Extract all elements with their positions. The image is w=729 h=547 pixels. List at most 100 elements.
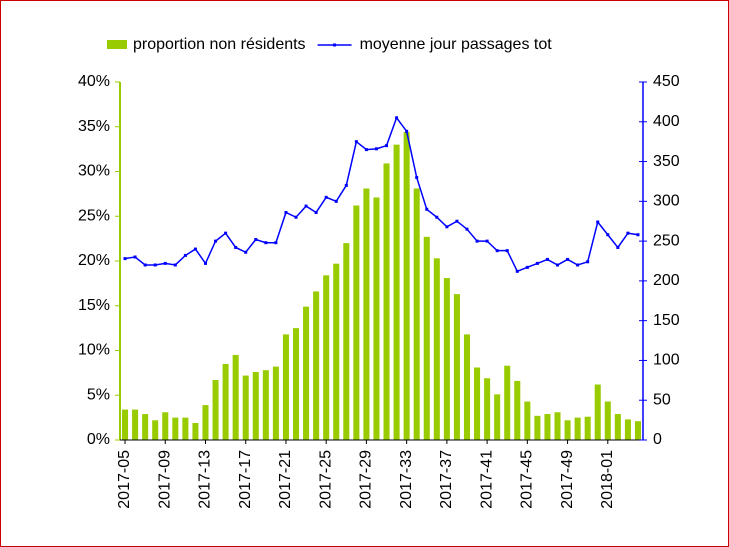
line-marker: [183, 253, 187, 257]
x-tick-label: 2017-49: [559, 450, 576, 509]
legend-label: moyenne jour passages tot: [360, 36, 553, 53]
line-marker: [415, 175, 419, 179]
x-tick-label: 2017-13: [197, 450, 214, 509]
bar: [182, 417, 189, 440]
line-marker: [405, 129, 409, 133]
line-marker: [535, 261, 539, 265]
bar: [594, 384, 601, 440]
line-marker: [193, 247, 197, 251]
legend-marker: [333, 43, 337, 47]
bar: [152, 420, 159, 440]
y2-tick-label: 0: [653, 431, 662, 448]
bar: [504, 365, 511, 440]
bar: [574, 417, 581, 440]
line-marker: [163, 261, 167, 265]
line-marker: [435, 215, 439, 219]
bar: [463, 334, 471, 440]
line-marker: [385, 144, 389, 148]
line-marker: [636, 233, 640, 237]
line-marker: [606, 233, 610, 237]
bar: [333, 263, 340, 440]
line: [124, 116, 639, 273]
line-marker: [445, 225, 449, 229]
line-marker: [224, 231, 228, 235]
line-marker: [173, 263, 177, 267]
legend-swatch: [107, 40, 127, 49]
bar: [474, 367, 481, 440]
y-tick-label: 5%: [87, 386, 110, 403]
bar: [282, 334, 289, 440]
line-marker: [214, 239, 218, 243]
bar: [423, 236, 430, 440]
bar: [614, 414, 621, 440]
bar: [162, 412, 169, 440]
line-marker: [274, 241, 278, 245]
line-marker: [234, 245, 238, 249]
y2-tick-label: 200: [653, 272, 680, 289]
bar: [604, 401, 611, 440]
bar: [544, 414, 551, 440]
bar: [433, 258, 440, 440]
line-marker: [374, 147, 378, 151]
line-marker: [505, 249, 509, 253]
bar: [634, 421, 641, 440]
line-marker: [626, 231, 630, 235]
bar: [453, 294, 460, 440]
bar: [272, 366, 279, 440]
x-tick-label: 2017-21: [277, 450, 294, 509]
bar: [624, 419, 631, 440]
y-tick-label: 25%: [78, 207, 110, 224]
bar: [514, 380, 521, 440]
y-tick-label: 40%: [78, 73, 110, 90]
line-marker: [334, 199, 338, 203]
line-marker: [455, 219, 459, 223]
y-tick-label: 35%: [78, 118, 110, 135]
line-marker: [465, 227, 469, 231]
line-marker: [596, 220, 600, 224]
line-marker: [566, 257, 570, 261]
line-marker: [495, 249, 499, 253]
bar: [584, 416, 591, 440]
y2-tick-label: 300: [653, 193, 680, 210]
line-marker: [576, 263, 580, 267]
x-tick-label: 2018-01: [599, 450, 616, 509]
line-marker: [425, 207, 429, 211]
bar: [443, 278, 450, 440]
y2-tick-label: 350: [653, 153, 680, 170]
bar: [313, 291, 320, 440]
y2-tick-label: 400: [653, 113, 680, 130]
line-marker: [545, 257, 549, 261]
x-tick-label: 2017-09: [156, 450, 173, 509]
line-marker: [284, 210, 288, 214]
line-marker: [133, 255, 137, 259]
bar: [212, 380, 219, 440]
y-tick-label: 10%: [78, 342, 110, 359]
bar: [343, 243, 350, 440]
y2-tick-label: 150: [653, 312, 680, 329]
x-tick-label: 2017-25: [317, 450, 334, 509]
x-tick-label: 2017-17: [237, 450, 254, 509]
line-marker: [324, 195, 328, 199]
bar: [383, 163, 390, 440]
bar: [132, 409, 139, 440]
x-tick-label: 2017-37: [438, 450, 455, 509]
line-marker: [123, 257, 127, 261]
x-tick-label: 2017-41: [478, 450, 495, 509]
bar: [262, 370, 269, 440]
y2-tick-label: 100: [653, 352, 680, 369]
bar: [534, 415, 541, 440]
y2-tick-label: 250: [653, 232, 680, 249]
bar: [554, 412, 561, 440]
bar: [353, 205, 360, 440]
line-marker: [515, 269, 519, 273]
bar: [242, 375, 249, 440]
bar: [413, 188, 420, 440]
line-marker: [244, 250, 248, 254]
bar: [122, 409, 129, 440]
bar: [524, 401, 531, 440]
x-tick-label: 2017-05: [116, 450, 133, 509]
x-tick-label: 2017-45: [519, 450, 536, 509]
line-marker: [364, 148, 368, 152]
line-marker: [344, 183, 348, 187]
